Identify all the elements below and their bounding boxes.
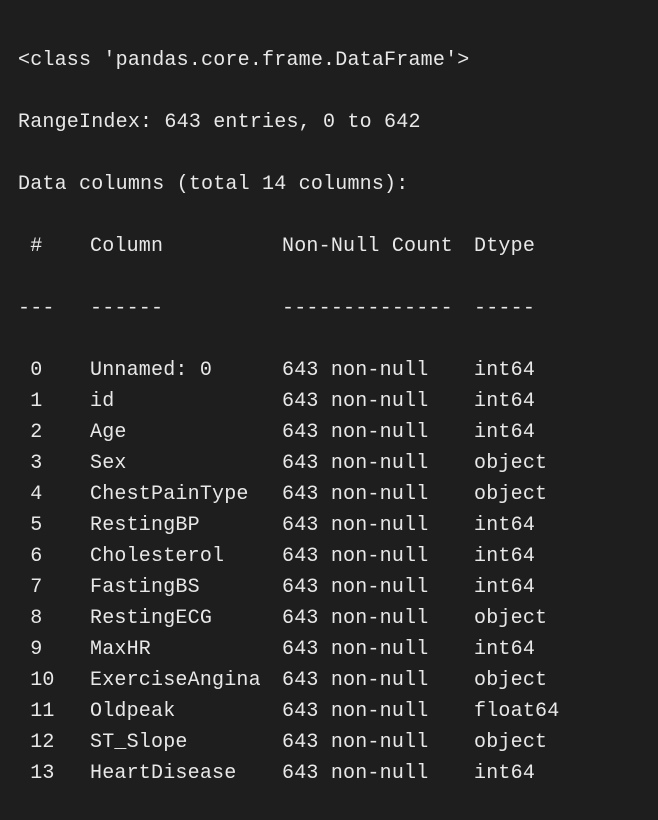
class-line: <class 'pandas.core.frame.DataFrame'> [18,45,640,76]
table-row: 10 ExerciseAngina 643 non-null object [18,665,640,696]
row-non-null: 643 non-null [282,634,450,665]
row-dtype: object [474,727,547,758]
table-row: 7 FastingBS 643 non-null int64 [18,572,640,603]
row-index: 12 [18,727,54,758]
terminal-output: <class 'pandas.core.frame.DataFrame'> Ra… [0,0,658,698]
row-index: 11 [18,696,54,727]
header-column: Column [90,231,258,262]
row-index: 9 [18,634,54,665]
header-idx: # [18,231,54,262]
row-index: 5 [18,510,54,541]
header-dtype: Dtype [474,231,535,262]
row-dtype: int64 [474,541,535,572]
table-row: 3 Sex 643 non-null object [18,448,640,479]
row-column-name: RestingECG [90,603,258,634]
row-index: 13 [18,758,54,789]
row-column-name: id [90,386,258,417]
sep-column: ------ [90,293,258,324]
row-column-name: FastingBS [90,572,258,603]
table-row: 2 Age 643 non-null int64 [18,417,640,448]
row-column-name: Unnamed: 0 [90,355,258,386]
range-index: RangeIndex: 643 entries, 0 to 642 [18,107,640,138]
row-non-null: 643 non-null [282,479,450,510]
row-index: 2 [18,417,54,448]
separator-row: ---------------------------- [18,293,640,324]
row-non-null: 643 non-null [282,603,450,634]
sep-non-null: -------------- [282,293,450,324]
row-dtype: int64 [474,572,535,603]
sep-dtype: ----- [474,293,535,324]
row-index: 6 [18,541,54,572]
table-row: 12 ST_Slope 643 non-null object [18,727,640,758]
row-index: 10 [18,665,54,696]
table-row: 1 id 643 non-null int64 [18,386,640,417]
row-index: 7 [18,572,54,603]
row-dtype: object [474,665,547,696]
row-column-name: Oldpeak [90,696,258,727]
row-column-name: Sex [90,448,258,479]
row-non-null: 643 non-null [282,696,450,727]
sep-idx: --- [18,293,54,324]
row-dtype: int64 [474,417,535,448]
table-row: 5 RestingBP 643 non-null int64 [18,510,640,541]
row-index: 4 [18,479,54,510]
row-column-name: RestingBP [90,510,258,541]
row-column-name: ExerciseAngina [90,665,258,696]
row-column-name: Age [90,417,258,448]
row-column-name: ChestPainType [90,479,258,510]
row-non-null: 643 non-null [282,355,450,386]
table-row: 13 HeartDisease 643 non-null int64 [18,758,640,789]
row-non-null: 643 non-null [282,386,450,417]
table-row: 8 RestingECG 643 non-null object [18,603,640,634]
row-dtype: int64 [474,634,535,665]
row-dtype: object [474,603,547,634]
row-non-null: 643 non-null [282,727,450,758]
row-index: 3 [18,448,54,479]
row-column-name: MaxHR [90,634,258,665]
row-dtype: object [474,479,547,510]
row-non-null: 643 non-null [282,448,450,479]
row-non-null: 643 non-null [282,417,450,448]
row-index: 1 [18,386,54,417]
row-dtype: object [474,448,547,479]
row-column-name: HeartDisease [90,758,258,789]
row-dtype: float64 [474,696,559,727]
table-row: 0 Unnamed: 0 643 non-null int64 [18,355,640,386]
row-dtype: int64 [474,386,535,417]
table-row: 4 ChestPainType 643 non-null object [18,479,640,510]
row-dtype: int64 [474,355,535,386]
row-non-null: 643 non-null [282,572,450,603]
row-non-null: 643 non-null [282,665,450,696]
row-non-null: 643 non-null [282,510,450,541]
row-non-null: 643 non-null [282,758,450,789]
table-row: 6 Cholesterol 643 non-null int64 [18,541,640,572]
header-non-null: Non-Null Count [282,231,450,262]
table-row: 9 MaxHR 643 non-null int64 [18,634,640,665]
row-column-name: ST_Slope [90,727,258,758]
row-dtype: int64 [474,510,535,541]
row-column-name: Cholesterol [90,541,258,572]
row-non-null: 643 non-null [282,541,450,572]
row-dtype: int64 [474,758,535,789]
row-index: 8 [18,603,54,634]
data-columns: Data columns (total 14 columns): [18,169,640,200]
column-header-row: # Column Non-Null Count Dtype [18,231,640,262]
table-row: 11 Oldpeak 643 non-null float64 [18,696,640,727]
row-index: 0 [18,355,54,386]
